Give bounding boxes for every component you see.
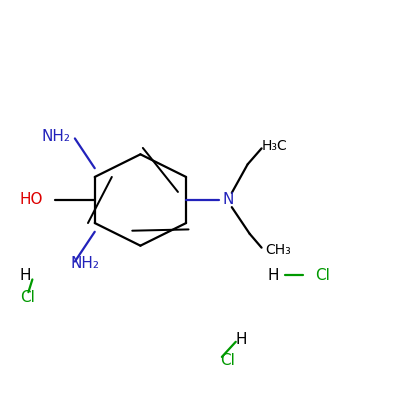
Text: Cl: Cl	[20, 290, 35, 305]
Text: Cl: Cl	[315, 268, 330, 283]
Text: NH₂: NH₂	[71, 256, 100, 271]
Text: CH₃: CH₃	[266, 243, 291, 257]
Text: NH₂: NH₂	[42, 129, 71, 144]
Text: H: H	[20, 268, 31, 283]
Text: Cl: Cl	[220, 353, 235, 368]
Text: H: H	[268, 268, 280, 283]
Text: HO: HO	[20, 192, 43, 208]
Text: H₃C: H₃C	[262, 139, 287, 153]
Text: H: H	[236, 332, 248, 346]
Text: N: N	[222, 192, 234, 208]
